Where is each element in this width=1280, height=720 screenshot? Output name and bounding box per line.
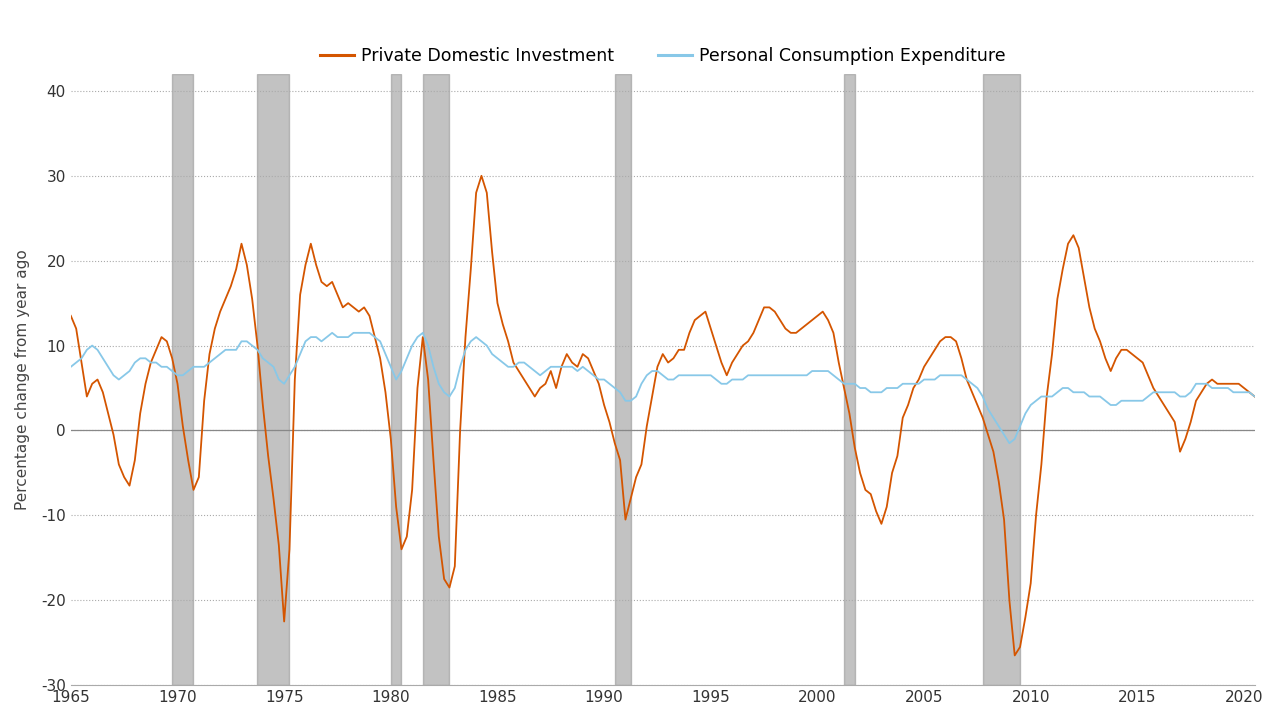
Private Domestic Investment bbox=[660, 359, 676, 367]
Private Domestic Investment bbox=[799, 320, 814, 328]
Personal Consumption Expenditure bbox=[660, 375, 676, 384]
Line: Private Domestic Investment: Private Domestic Investment bbox=[70, 176, 1280, 655]
Private Domestic Investment bbox=[372, 354, 388, 363]
Personal Consumption Expenditure bbox=[378, 350, 393, 359]
Bar bbox=[257, 74, 289, 685]
Private Domestic Investment bbox=[63, 312, 78, 320]
Private Domestic Investment bbox=[794, 324, 809, 333]
Personal Consumption Expenditure bbox=[799, 371, 814, 379]
Bar bbox=[390, 74, 402, 685]
Bar bbox=[983, 74, 1020, 685]
Bar bbox=[173, 74, 193, 685]
Line: Personal Consumption Expenditure: Personal Consumption Expenditure bbox=[70, 333, 1280, 444]
Personal Consumption Expenditure bbox=[324, 328, 339, 337]
Private Domestic Investment bbox=[1007, 651, 1023, 660]
Bar bbox=[614, 74, 631, 685]
Bar bbox=[844, 74, 855, 685]
Personal Consumption Expenditure bbox=[255, 354, 270, 363]
Y-axis label: Percentage change from year ago: Percentage change from year ago bbox=[15, 249, 29, 510]
Personal Consumption Expenditure bbox=[794, 371, 809, 379]
Personal Consumption Expenditure bbox=[63, 362, 78, 371]
Private Domestic Investment bbox=[1162, 409, 1178, 418]
Private Domestic Investment bbox=[255, 401, 270, 410]
Personal Consumption Expenditure bbox=[1002, 439, 1018, 448]
Bar bbox=[422, 74, 449, 685]
Personal Consumption Expenditure bbox=[1162, 388, 1178, 397]
Private Domestic Investment bbox=[474, 171, 489, 180]
Legend: Private Domestic Investment, Personal Consumption Expenditure: Private Domestic Investment, Personal Co… bbox=[312, 40, 1012, 72]
